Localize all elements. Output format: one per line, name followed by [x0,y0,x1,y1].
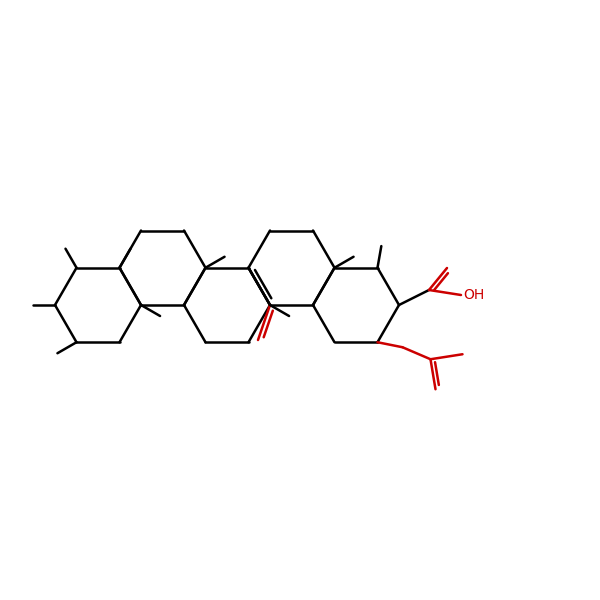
Text: OH: OH [463,288,484,302]
